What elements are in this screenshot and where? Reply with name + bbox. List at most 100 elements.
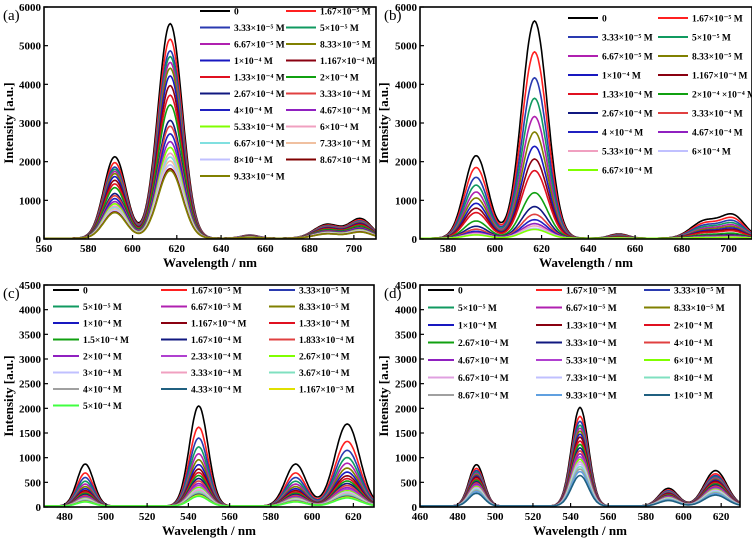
- legend-entry: 1.67×10⁻⁵ M: [692, 15, 743, 25]
- legend-entry: 2.67×10⁻⁴ M: [299, 353, 350, 363]
- x-tick-label: 540: [180, 511, 197, 523]
- legend-entry: 6.67×10⁻⁴ M: [602, 167, 653, 177]
- y-tick-label: 2500: [19, 379, 42, 391]
- legend-entry: 0: [602, 15, 607, 25]
- y-axis-label: Intensity [a.u.]: [376, 355, 391, 436]
- y-tick-label: 4000: [395, 305, 418, 317]
- legend: 0 1.67×10⁻⁵ M 3.33×10⁻⁵ M 5×10⁻⁵ M 6.67×10⁻⁵…: [53, 287, 355, 412]
- x-tick-label: 660: [257, 243, 274, 255]
- x-tick-label: 620: [533, 243, 550, 255]
- legend-entry: 5.33×10⁻⁴ M: [566, 357, 617, 367]
- x-tick-label: 620: [345, 511, 362, 523]
- x-tick-label: 580: [263, 511, 280, 523]
- x-tick-label: 620: [169, 243, 186, 255]
- legend-entry: 5×10⁻⁵ M: [692, 34, 731, 44]
- legend-entry: 5.33×10⁻⁴ M: [234, 123, 285, 133]
- y-tick-label: 6000: [395, 2, 418, 14]
- legend-entry: 1×10⁻⁴ M: [458, 322, 497, 332]
- x-tick-label: 580: [440, 243, 457, 255]
- legend-entry: 1.33×10⁻⁴ M: [602, 91, 653, 101]
- x-tick-label: 620: [713, 511, 730, 523]
- x-tick-label: 480: [449, 511, 466, 523]
- legend-entry: 2.67×10⁻⁴ M: [458, 339, 509, 349]
- x-tick-label: 600: [124, 243, 141, 255]
- x-tick-label: 560: [36, 243, 53, 255]
- x-tick-label: 560: [600, 511, 617, 523]
- legend-entry: 1.167×10⁻⁴ M: [320, 57, 376, 67]
- legend-entry: 1.33×10⁻⁴ M: [234, 74, 285, 84]
- legend-entry: 8.67×10⁻⁴ M: [320, 156, 371, 166]
- legend-entry: 2×10⁻⁴ M: [83, 353, 122, 363]
- y-tick-label: 1000: [19, 453, 42, 465]
- legend-entry: 6.67×10⁻⁵ M: [602, 53, 653, 63]
- legend-entry: 5×10⁻⁵ M: [458, 304, 497, 314]
- legend-entry: 1.33×10⁻⁴ M: [299, 320, 350, 330]
- panel-label: (b): [384, 8, 402, 24]
- legend-entry: 1.167×10⁻⁴ M: [191, 320, 247, 330]
- legend-entry: 3×10⁻⁴ M: [83, 369, 122, 379]
- y-tick-label: 2000: [19, 403, 42, 415]
- y-tick-label: 500: [401, 477, 418, 489]
- x-tick-label: 700: [720, 243, 737, 255]
- x-tick-label: 540: [562, 511, 579, 523]
- series-line: [44, 169, 377, 240]
- legend-entry: 1.33×10⁻⁴ M: [566, 322, 617, 332]
- series-line: [44, 119, 377, 240]
- legend-entry: 6.67×10⁻⁵ M: [566, 304, 617, 314]
- legend-entry: 1×10⁻⁴ M: [602, 72, 641, 82]
- y-tick-label: 1000: [395, 195, 418, 207]
- legend-entry: 8×10⁻⁴ M: [234, 156, 273, 166]
- legend-entry: 1.5×10⁻⁴ M: [83, 336, 129, 346]
- x-tick-label: 600: [487, 243, 504, 255]
- x-tick-label: 640: [580, 243, 597, 255]
- y-tick-label: 2000: [395, 157, 418, 169]
- legend-entry: 8.33×10⁻⁵ M: [692, 53, 743, 63]
- legend-entry: 5×10⁻⁵ M: [83, 303, 122, 313]
- legend-entry: 6×10⁻⁴ M: [320, 123, 359, 133]
- legend-entry: 6.67×10⁻⁴ M: [234, 140, 285, 150]
- legend-entry: 6.67×10⁻⁵ M: [191, 303, 242, 313]
- legend-entry: 4.67×10⁻⁴ M: [458, 357, 509, 367]
- y-tick-label: 3000: [19, 354, 42, 366]
- y-tick-label: 500: [25, 477, 42, 489]
- legend-entry: 2×10⁻⁴ M: [320, 74, 359, 84]
- legend-entry: 3.33×10⁻⁵ M: [234, 24, 285, 34]
- legend-entry: 4.67×10⁻⁴ M: [320, 107, 371, 117]
- legend-entry: 8.33×10⁻⁵ M: [674, 304, 725, 314]
- x-tick-label: 580: [80, 243, 97, 255]
- x-axis-label: Wavelength / nm: [163, 255, 257, 270]
- y-tick-label: 0: [412, 234, 418, 246]
- legend-entry: 3.33×10⁻⁴ M: [191, 369, 242, 379]
- y-tick-label: 1500: [395, 428, 418, 440]
- y-tick-label: 3000: [19, 118, 42, 130]
- x-axis-label: Wavelength / nm: [539, 255, 633, 270]
- legend-entry: 1.67×10⁻⁵ M: [320, 8, 371, 18]
- legend-entry: 3.67×10⁻⁴ M: [299, 369, 350, 379]
- legend-entry: 5.33×10⁻⁴ M: [602, 148, 653, 158]
- legend-entry: 6.67×10⁻⁴ M: [458, 374, 509, 384]
- legend-entry: 5×10⁻⁵ M: [320, 24, 359, 34]
- x-tick-label: 680: [674, 243, 691, 255]
- legend-entry: 4×10⁻⁴ M: [83, 386, 122, 396]
- legend-entry: 4.67×10⁻⁴ M: [692, 129, 743, 139]
- series-line: [44, 495, 375, 507]
- series-line: [420, 76, 752, 240]
- legend-entry: 0: [83, 287, 88, 297]
- x-tick-label: 480: [56, 511, 73, 523]
- legend-entry: 0: [234, 8, 239, 18]
- legend-entry: 1×10⁻⁴ M: [234, 57, 273, 67]
- y-tick-label: 5000: [19, 41, 42, 53]
- y-axis-label: Intensity [a.u.]: [1, 355, 16, 436]
- series-line: [44, 61, 377, 240]
- legend-entry: 8.33×10⁻⁵ M: [299, 303, 350, 313]
- legend-entry: 9.33×10⁻⁴ M: [234, 173, 285, 183]
- legend-entry: 3.33×10⁻⁴ M: [692, 110, 743, 120]
- panel-label: (c): [3, 286, 20, 302]
- chart-panel: 460 480 500 520 540 560 580 600 620 0 500 1000 1500 2…: [376, 280, 741, 538]
- chart-panel: 580 600 620 640 660 680 700 0 1000 2000 3000 4000 50…: [376, 2, 752, 270]
- y-tick-label: 3000: [395, 354, 418, 366]
- x-tick-label: 520: [525, 511, 542, 523]
- legend-entry: 8×10⁻⁴ M: [674, 374, 713, 384]
- legend-entry: 3.33×10⁻⁵ M: [674, 287, 725, 297]
